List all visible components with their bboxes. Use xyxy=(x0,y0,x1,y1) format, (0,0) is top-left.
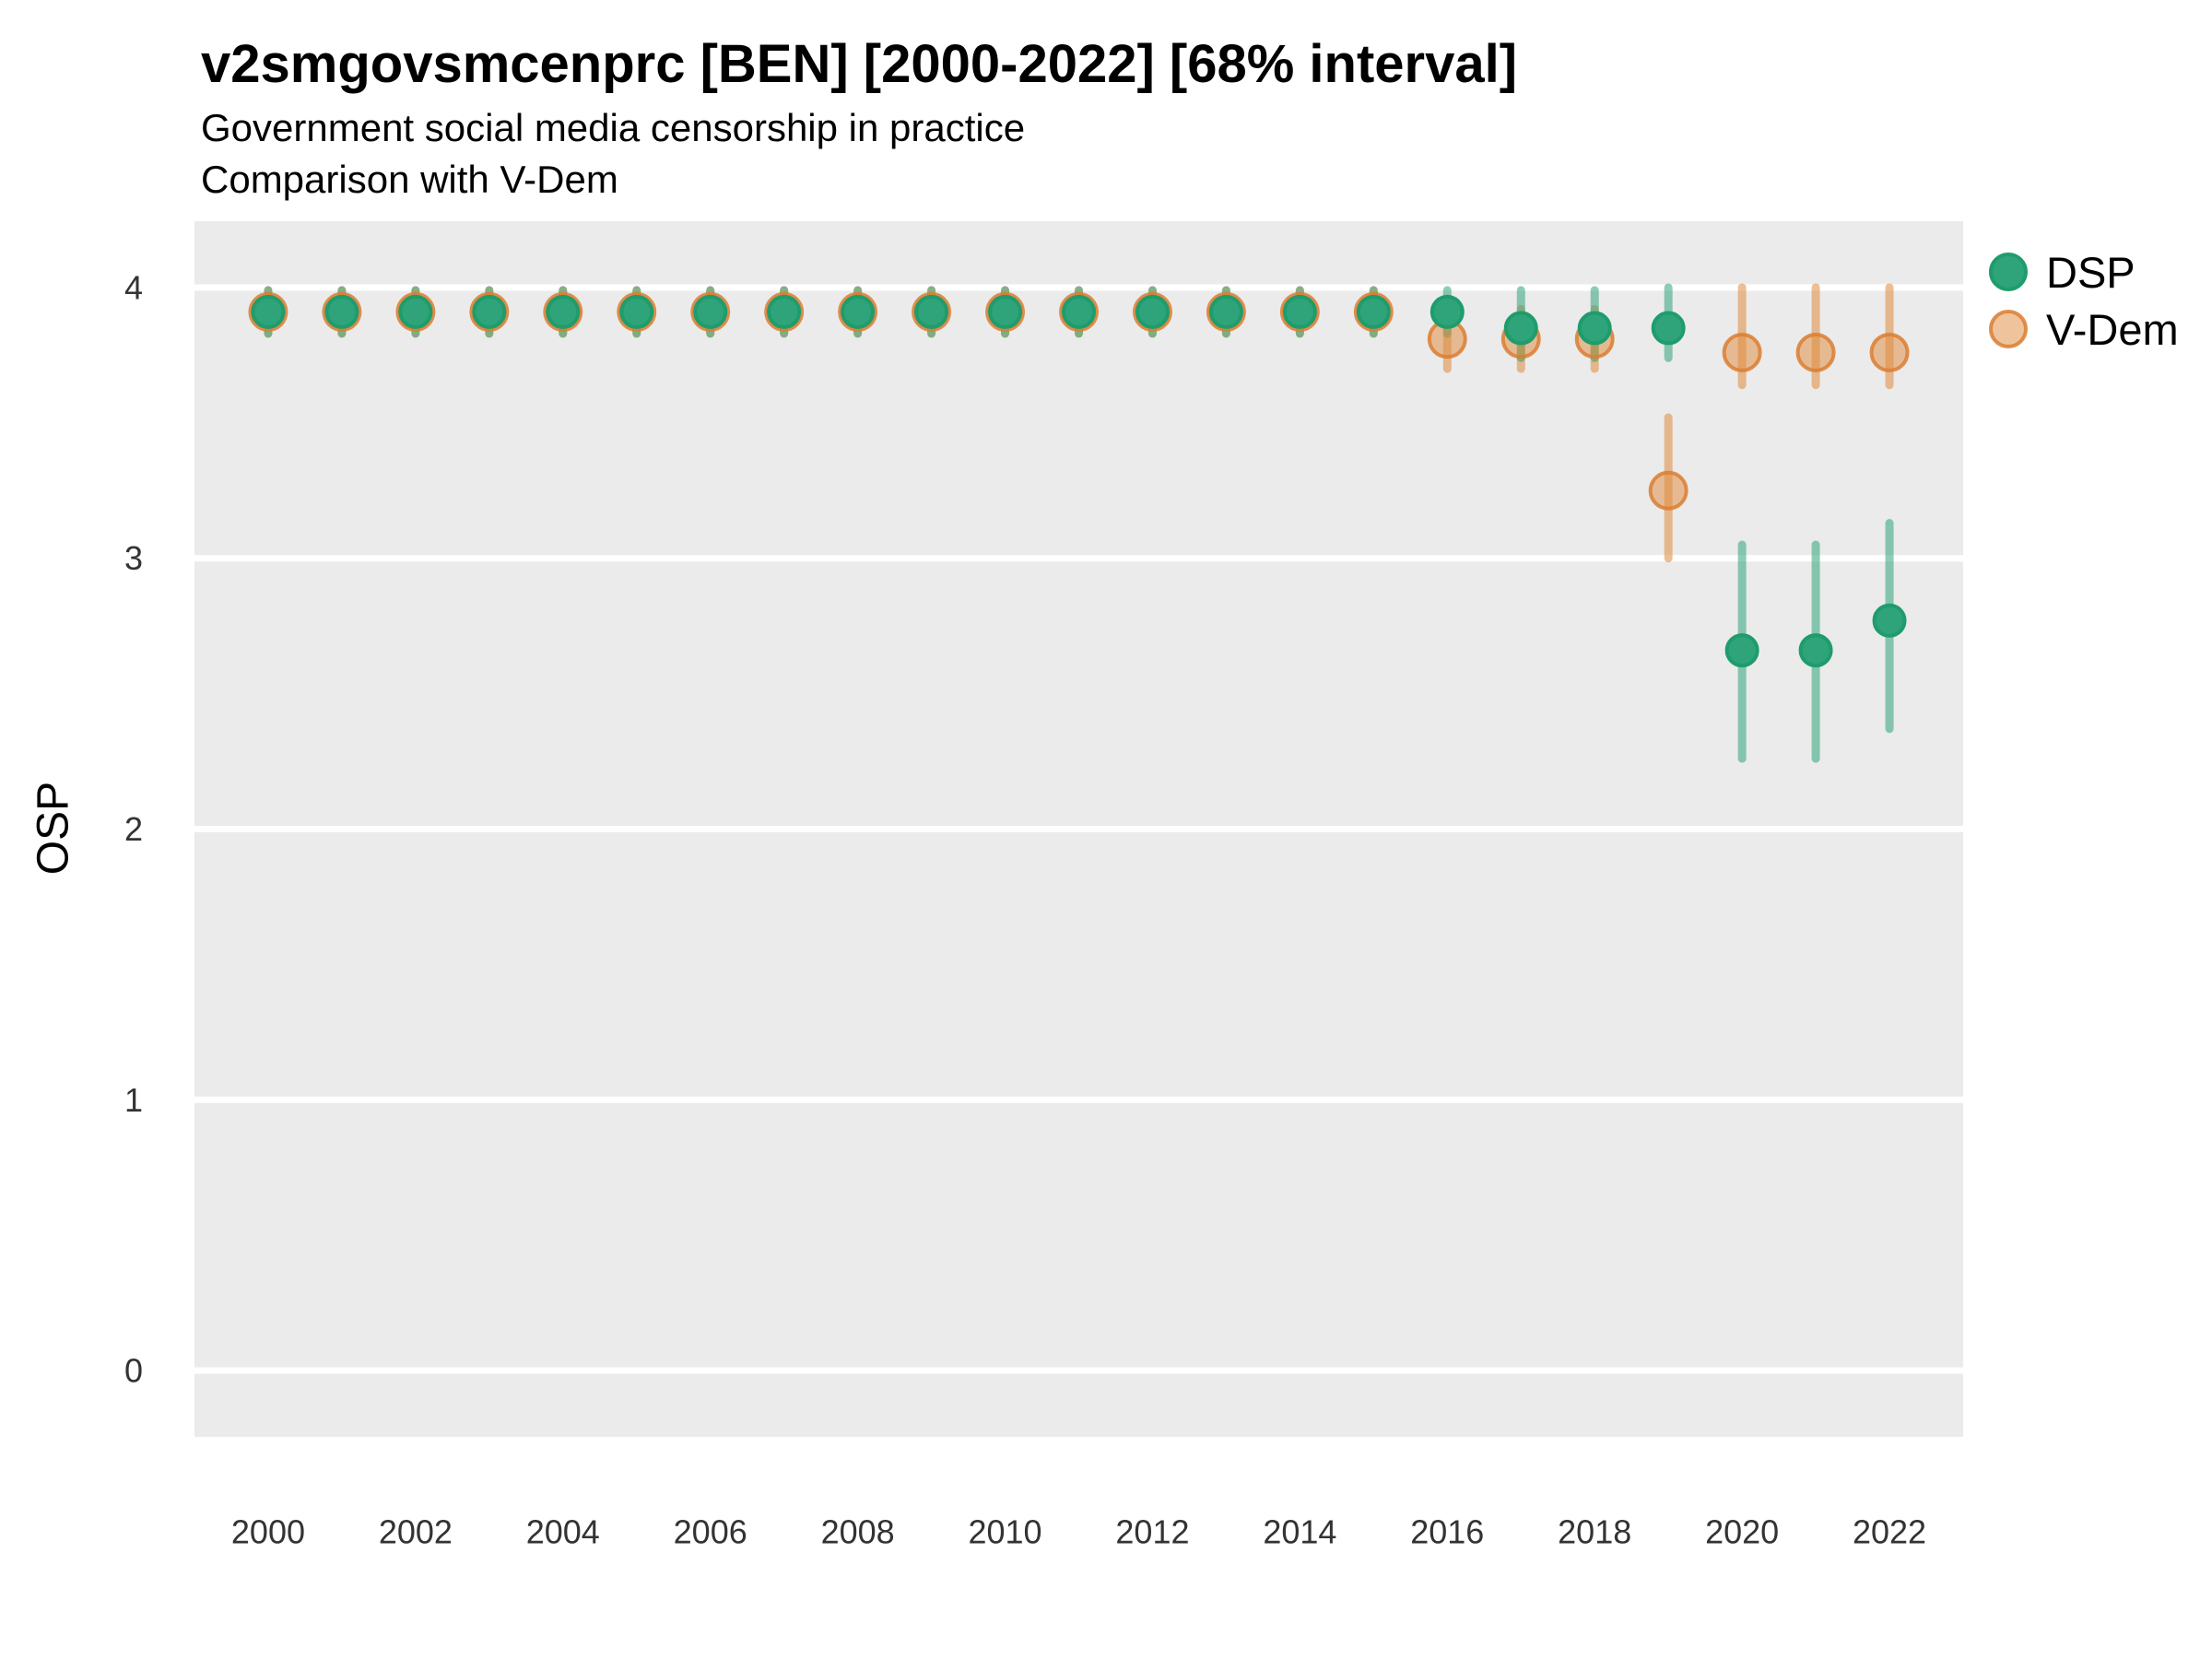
legend-label-vdem: V-Dem xyxy=(2046,304,2179,354)
vdem-point-marker xyxy=(1795,332,1836,372)
dsp-point-marker xyxy=(1356,294,1391,329)
x-tick-label: 2004 xyxy=(526,1513,600,1551)
x-tick-label: 2014 xyxy=(1263,1513,1336,1551)
vdem-point-marker xyxy=(1722,332,1762,372)
x-tick-label: 2018 xyxy=(1558,1513,1631,1551)
legend-item-vdem: V-Dem xyxy=(1987,304,2179,354)
vdem-point-marker xyxy=(1648,470,1688,511)
dsp-point-marker xyxy=(767,294,802,329)
y-axis-label: OSP xyxy=(29,781,78,876)
vdem-point-icon xyxy=(1989,310,2028,348)
x-tick-label: 2006 xyxy=(674,1513,747,1551)
y-tick-label: 1 xyxy=(124,1081,143,1119)
chart-title: v2smgovsmcenprc [BEN] [2000-2022] [68% i… xyxy=(201,34,1518,94)
x-tick-label: 2010 xyxy=(968,1513,1041,1551)
dsp-point-marker xyxy=(1651,311,1686,346)
y-tick-label: 2 xyxy=(124,810,143,848)
dsp-point-marker xyxy=(1798,633,1833,668)
chart-subtitle: Government social media censorship in pr… xyxy=(201,106,1026,149)
dsp-point-marker xyxy=(619,294,654,329)
x-tick-label: 2022 xyxy=(1853,1513,1926,1551)
x-tick-label: 2012 xyxy=(1115,1513,1189,1551)
x-tick-label: 2020 xyxy=(1705,1513,1779,1551)
dsp-point-marker xyxy=(1062,294,1096,329)
y-tick-label: 0 xyxy=(124,1352,143,1390)
legend-label-dsp: DSP xyxy=(2046,247,2136,297)
chart-subtitle-comparison: Comparison with V-Dem xyxy=(201,158,618,201)
dsp-point-marker xyxy=(398,294,433,329)
dsp-point-marker xyxy=(1872,603,1907,638)
dsp-point-marker xyxy=(1503,311,1538,346)
dsp-point-marker xyxy=(546,294,581,329)
legend: DSP V-Dem xyxy=(1987,247,2179,354)
vdem-point-marker xyxy=(1869,332,1910,372)
x-tick-label: 2016 xyxy=(1410,1513,1484,1551)
dsp-point-marker xyxy=(1135,294,1170,329)
x-tick-label: 2008 xyxy=(821,1513,895,1551)
dsp-point-marker xyxy=(693,294,728,329)
dsp-point-marker xyxy=(914,294,949,329)
dsp-point-marker xyxy=(841,294,876,329)
dsp-point-marker xyxy=(1282,294,1317,329)
dsp-point-marker xyxy=(1577,311,1612,346)
dsp-point-marker xyxy=(1208,294,1243,329)
legend-item-dsp: DSP xyxy=(1987,247,2179,297)
dsp-point-marker xyxy=(324,294,359,329)
y-tick-label: 3 xyxy=(124,539,143,577)
x-tick-label: 2002 xyxy=(379,1513,453,1551)
dsp-point-icon xyxy=(1989,253,2028,291)
dsp-point-marker xyxy=(251,294,286,329)
dsp-point-marker xyxy=(988,294,1023,329)
y-tick-label: 4 xyxy=(124,268,143,306)
x-tick-label: 2000 xyxy=(231,1513,305,1551)
dsp-point-marker xyxy=(1430,294,1465,329)
dsp-point-marker xyxy=(472,294,507,329)
dsp-point-marker xyxy=(1724,633,1759,668)
